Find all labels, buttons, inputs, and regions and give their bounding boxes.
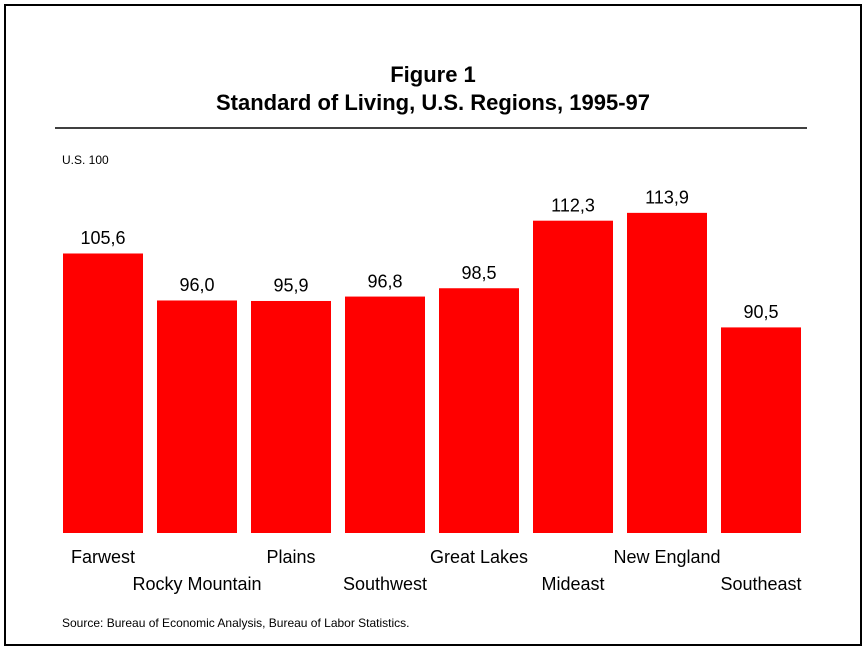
chart-title: Figure 1 — [390, 62, 476, 87]
chart-title: Standard of Living, U.S. Regions, 1995-9… — [216, 90, 650, 115]
frame — [4, 4, 862, 646]
value-label: 90,5 — [743, 302, 778, 322]
x-tick-label: Mideast — [541, 574, 604, 594]
bar — [439, 288, 519, 533]
value-label: 96,8 — [367, 271, 402, 291]
subtitle: U.S. 100 — [62, 153, 109, 167]
bar — [627, 212, 707, 533]
x-tick-label: Southwest — [343, 574, 427, 594]
value-label: 113,9 — [645, 188, 689, 208]
value-label: 98,5 — [461, 263, 496, 283]
bar — [157, 300, 237, 533]
bar — [63, 253, 143, 534]
value-label: 105,6 — [80, 228, 125, 248]
x-tick-label: Plains — [266, 547, 315, 567]
bar — [721, 327, 801, 533]
value-label: 112,3 — [551, 195, 595, 215]
value-label: 95,9 — [273, 276, 308, 296]
x-tick-label: New England — [613, 547, 720, 567]
x-tick-label: Great Lakes — [430, 547, 528, 567]
bar — [251, 300, 331, 533]
source-note: Source: Bureau of Economic Analysis, Bur… — [62, 616, 410, 630]
x-tick-label: Southeast — [720, 574, 801, 594]
x-tick-label: Farwest — [71, 547, 135, 567]
value-label: 96,0 — [179, 275, 214, 295]
bar — [533, 220, 613, 533]
x-tick-label: Rocky Mountain — [132, 574, 261, 594]
bar — [345, 296, 425, 533]
